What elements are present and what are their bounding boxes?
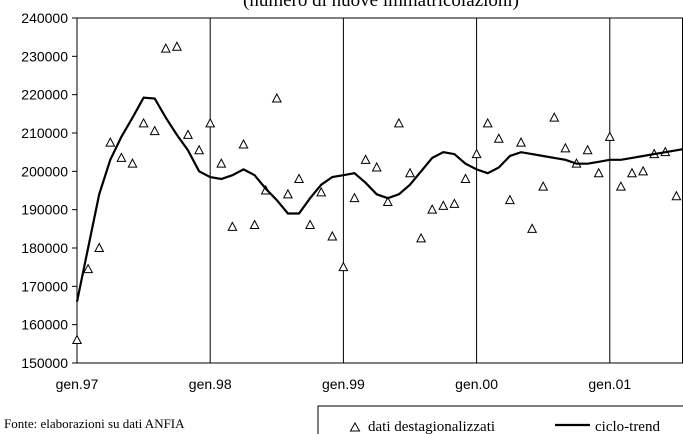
data-point-triangle [404,167,416,178]
data-point-triangle [71,334,83,344]
data-point-triangle [538,181,549,191]
x-tick-label: gen.99 [322,376,365,392]
data-point-triangle [626,167,638,178]
y-tick-label: 180000 [21,240,68,256]
data-point-triangle [504,194,515,205]
data-point-triangle [360,154,371,164]
x-tick-label: gen.98 [189,376,232,392]
data-point-triangle [427,204,438,214]
data-point-triangle [83,263,94,274]
data-point-triangle [449,198,460,208]
y-tick-label: 170000 [21,278,68,294]
y-tick-label: 230000 [21,48,68,64]
data-point-triangle [527,223,538,233]
x-tick-label: gen.01 [588,376,631,392]
data-point-triangle [271,92,282,103]
data-point-triangle [671,190,682,201]
data-point-triangle [382,196,393,206]
data-point-triangle [327,230,338,241]
y-tick-label: 210000 [21,125,68,141]
y-tick-label: 150000 [21,355,68,371]
y-tick-label: 200000 [21,163,68,179]
data-point-triangle [460,173,471,183]
data-point-triangle [471,148,482,159]
data-point-triangle [515,137,527,147]
data-point-triangle [138,117,149,128]
y-tick-label: 160000 [21,317,68,333]
data-point-triangle [582,144,593,155]
data-point-triangle [371,161,382,172]
x-tick-label: gen.00 [455,376,498,392]
data-point-triangle [493,133,504,143]
data-point-triangle [160,43,171,53]
legend-label-dati: dati destagionalizzati [368,419,495,434]
data-point-triangle [549,112,560,122]
data-point-triangle [105,137,116,147]
data-point-triangle [238,138,249,149]
data-point-triangle [205,117,216,128]
legend: dati destagionalizzati ciclo-trend [317,405,683,434]
chart-title: (numero di nuove immatricolazioni) [243,0,519,11]
trend-line [75,96,683,302]
data-point-triangle [94,242,105,252]
y-tick-label: 190000 [21,202,68,218]
legend-triangle-icon [349,421,361,432]
data-point-triangle [171,41,182,51]
data-point-triangle [604,131,615,141]
data-point-triangle [194,144,205,155]
data-point-triangle [216,158,227,168]
data-point-triangle [416,232,427,243]
data-point-triangle [638,165,649,176]
data-point-triangle [482,117,493,128]
y-axis: 150000 160000 170000 180000 190000 200000 2100… [21,10,77,371]
legend-label-trend: ciclo-trend [595,419,660,434]
data-point-triangle [349,192,360,203]
data-point-triangle [393,117,404,128]
data-point-triangle [593,167,604,178]
vertical-gridlines [209,18,611,363]
y-tick-label: 240000 [21,10,68,26]
x-tick-label: gen.97 [56,376,99,392]
legend-box [317,405,683,434]
data-point-triangle [615,181,626,191]
data-point-triangle [227,221,238,231]
x-axis: gen.97 gen.98 gen.99 gen.00 gen.01 [56,376,632,392]
data-point-triangle [560,142,571,153]
data-point-triangle [282,188,293,199]
data-point-triangle [316,186,327,197]
y-tick-label: 220000 [21,87,68,103]
data-point-triangle [116,152,127,162]
data-point-triangle [127,158,138,168]
data-point-triangle [438,200,449,210]
data-point-triangle [293,173,305,183]
data-point-triangle [338,261,349,272]
source-note: Fonte: elaborazioni su dati ANFIA [4,416,185,431]
data-point-triangle [149,125,160,136]
data-point-triangle [249,219,260,229]
data-point-triangle [305,219,316,229]
data-point-triangle [182,129,194,139]
plot-area-border [76,17,683,364]
